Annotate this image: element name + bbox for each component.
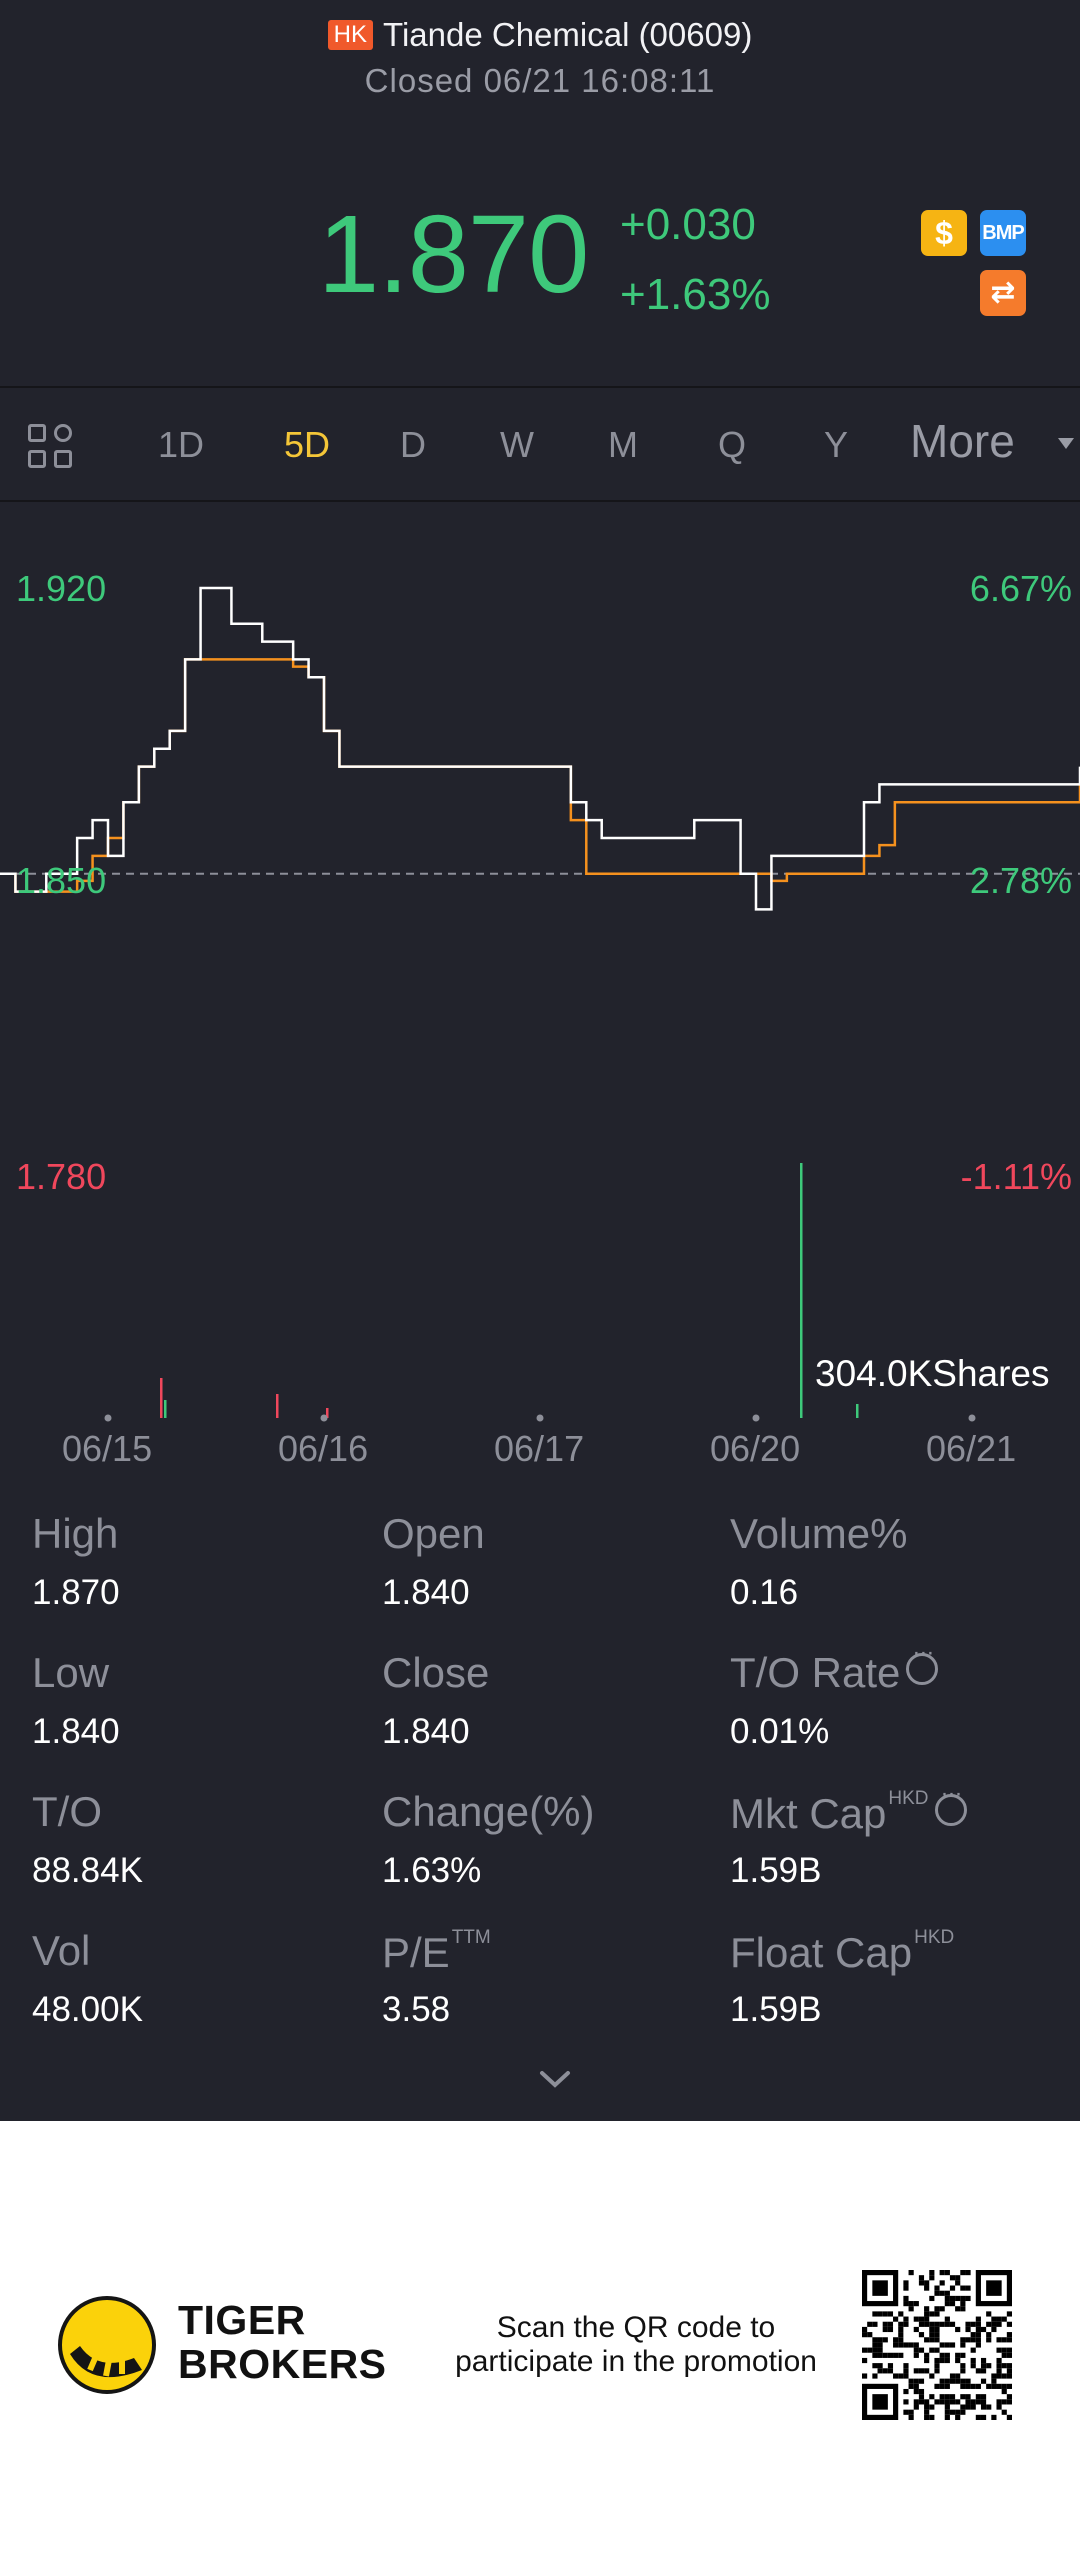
price-change-percent: +1.63% — [620, 270, 771, 319]
x-axis-date: 06/17 — [494, 1428, 585, 1469]
chevron-down-icon[interactable] — [538, 2062, 572, 2096]
tab-d[interactable]: D — [400, 424, 426, 465]
stat-label: Vol — [32, 1927, 91, 1974]
x-axis-date: 06/16 — [278, 1428, 369, 1469]
currency-superscript: HKD — [914, 1927, 955, 1948]
volume-bar — [856, 1404, 859, 1418]
tab-y[interactable]: Y — [824, 424, 849, 465]
divider — [0, 386, 1080, 388]
ttm-superscript: TTM — [451, 1927, 491, 1948]
info-icon[interactable] — [934, 1780, 967, 1826]
bmp-icon[interactable]: BMP — [980, 210, 1026, 256]
qr-code[interactable] — [862, 2270, 1012, 2420]
volume-bar — [164, 1400, 167, 1418]
period-tab-bar: 1D 5D D W M Q Y More — [0, 388, 1080, 498]
stat-value: 0.16 — [730, 1573, 799, 1612]
average-series-line — [0, 658, 1080, 893]
stat-label: T/O — [32, 1788, 102, 1835]
stat-label: Float Cap HKD — [730, 1927, 954, 1977]
volume-bar — [326, 1408, 329, 1418]
chevron-down-icon[interactable] — [1058, 438, 1074, 449]
stat-value: 1.59B — [730, 1990, 822, 2029]
stat-value: 1.840 — [32, 1712, 120, 1751]
x-axis-tick — [968, 1414, 976, 1422]
stat-label: Close — [382, 1649, 490, 1696]
stat-label: P/E TTM — [382, 1927, 491, 1977]
stat-value: 88.84K — [32, 1851, 143, 1890]
stat-label: Mkt Cap HKD — [730, 1780, 967, 1838]
market-status: Closed 06/21 16:08:11 — [364, 62, 716, 99]
stat-value: 1.840 — [382, 1712, 470, 1751]
stat-label: High — [32, 1510, 119, 1557]
tiger-logo — [58, 2296, 156, 2394]
promo-line: Scan the QR code to — [496, 2311, 776, 2344]
tab-q[interactable]: Q — [718, 424, 747, 465]
brand-line: BROKERS — [178, 2341, 387, 2387]
stat-label: Open — [382, 1510, 485, 1557]
quote-screen — [0, 0, 1080, 2121]
stat-value: 1.840 — [382, 1573, 470, 1612]
stock-name: Tiande Chemical (00609) — [383, 16, 753, 53]
promo-text: Scan the QR code to participate in the p… — [440, 2311, 832, 2379]
y-axis-label-bottom: 1.780 — [16, 1156, 107, 1197]
market-badge: HK — [327, 20, 374, 50]
price-chart[interactable] — [0, 500, 1080, 1500]
stock-title: HK Tiande Chemical (00609) — [0, 16, 1080, 54]
tab-w[interactable]: W — [500, 424, 534, 465]
stat-value: 1.63% — [382, 1851, 482, 1890]
price-change: +0.030 — [620, 200, 756, 249]
x-axis-date: 06/21 — [926, 1428, 1017, 1469]
stat-label-text: P/E — [382, 1929, 450, 1976]
currency-superscript: HKD — [888, 1788, 929, 1809]
stat-label-text: T/O Rate — [730, 1649, 901, 1696]
stat-label: Volume% — [730, 1510, 908, 1557]
dollar-icon[interactable]: $ — [921, 210, 967, 256]
volume-peak-label: 304.0KShares — [815, 1353, 1050, 1394]
x-axis-tick — [752, 1414, 760, 1422]
pct-axis-label-top: 6.67% — [969, 568, 1072, 609]
stat-label: Low — [32, 1649, 110, 1696]
pct-axis-label-mid: 2.78% — [969, 860, 1072, 901]
brand-line: TIGER — [178, 2297, 306, 2343]
stat-label: T/O Rate — [730, 1639, 939, 1697]
stat-value: 1.59B — [730, 1851, 822, 1890]
pct-axis-label-bottom: -1.11% — [960, 1156, 1072, 1197]
stat-label-text: Mkt Cap — [730, 1790, 887, 1837]
grid-icon[interactable] — [28, 420, 76, 470]
stat-value: 1.870 — [32, 1573, 120, 1612]
brand-name: TIGER BROKERS — [178, 2298, 387, 2386]
y-axis-label-top: 1.920 — [16, 568, 107, 609]
promo-line: participate in the promotion — [455, 2345, 817, 2378]
stat-value: 48.00K — [32, 1990, 143, 2029]
price-series-line — [0, 586, 1080, 911]
x-axis-tick — [536, 1414, 544, 1422]
x-axis-tick — [104, 1414, 112, 1422]
stat-value: 3.58 — [382, 1990, 451, 2029]
y-axis-label-mid: 1.850 — [16, 860, 107, 901]
swap-icon[interactable]: ⇄ — [980, 270, 1026, 316]
x-axis-date: 06/20 — [710, 1428, 801, 1469]
x-axis-date: 06/15 — [62, 1428, 153, 1469]
x-axis-tick — [320, 1414, 328, 1422]
volume-bar — [160, 1378, 163, 1418]
tab-m[interactable]: M — [608, 424, 638, 465]
stat-value: 0.01% — [730, 1712, 830, 1751]
volume-bar — [800, 1163, 803, 1418]
stat-label-text: Float Cap — [730, 1929, 913, 1976]
tab-5d[interactable]: 5D — [284, 424, 331, 465]
info-icon[interactable] — [906, 1639, 939, 1685]
tab-more[interactable]: More — [910, 415, 1015, 467]
tab-1d[interactable]: 1D — [158, 424, 205, 465]
volume-bar — [276, 1394, 279, 1418]
stat-label: Change(%) — [382, 1788, 595, 1835]
last-price: 1.870 — [318, 193, 589, 316]
divider — [0, 500, 1080, 502]
